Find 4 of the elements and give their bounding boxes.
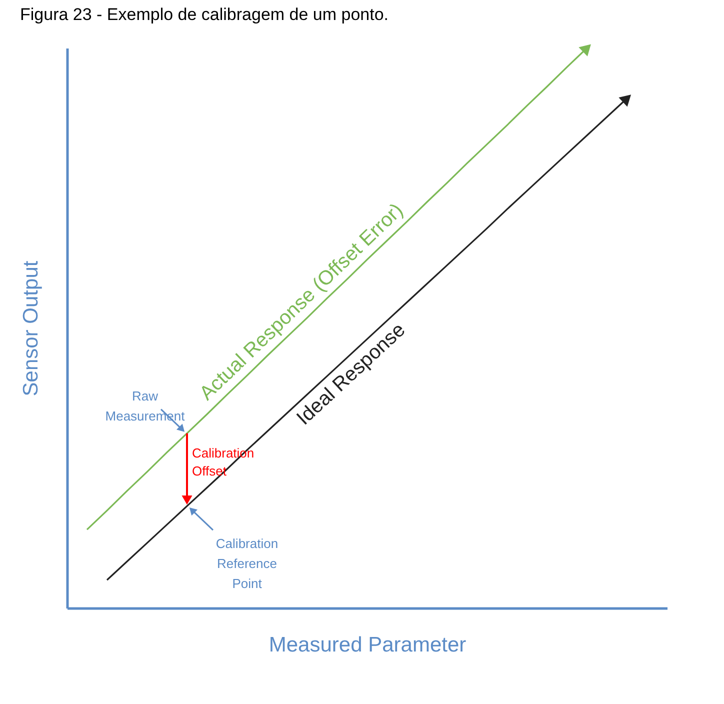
- annotation: Calibration Reference Point: [216, 536, 278, 592]
- x-axis-title: Measured Parameter: [268, 634, 466, 656]
- chart-title: Figura 23 - Exemplo de calibragem de um ponto.: [20, 5, 389, 24]
- y-axis-title: Sensor Output: [20, 260, 42, 396]
